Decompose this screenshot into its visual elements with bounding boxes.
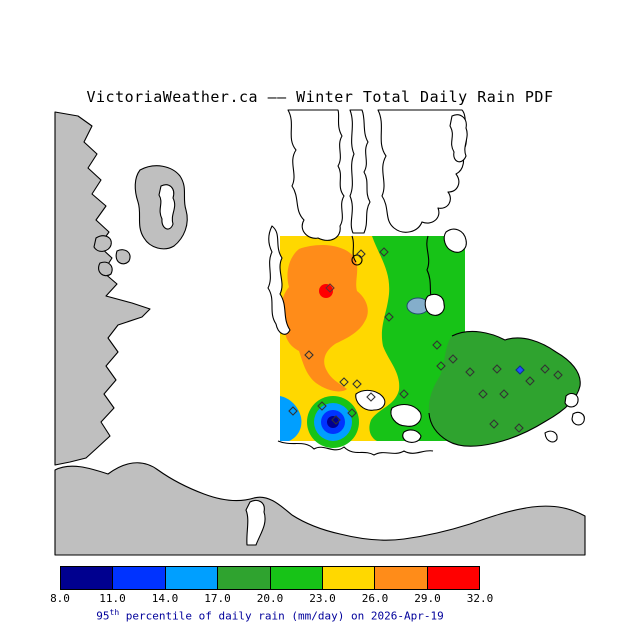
east-island-1 bbox=[564, 392, 579, 408]
station-marker bbox=[331, 415, 341, 425]
station-marker bbox=[436, 361, 446, 371]
colorbar-tick: 14.0 bbox=[151, 592, 179, 605]
station-marker bbox=[399, 389, 409, 399]
station-marker bbox=[384, 312, 394, 322]
gray-island-1 bbox=[93, 235, 112, 252]
colorbar-segment bbox=[113, 567, 166, 589]
caption-value: 95 bbox=[96, 609, 110, 623]
east-island-2 bbox=[571, 411, 585, 426]
colorbar-segment bbox=[165, 567, 219, 589]
south-shore-coastline bbox=[277, 440, 434, 456]
inlet-coast-line-1 bbox=[351, 235, 357, 263]
station-marker bbox=[366, 392, 376, 402]
plot-title: VictoriaWeather.ca —— Winter Total Daily… bbox=[86, 88, 554, 106]
harbour-inlet-2 bbox=[390, 403, 422, 427]
west-lobes-landform bbox=[287, 109, 345, 241]
colorbar-tick-labels: 8.0 11.0 14.0 17.0 20.0 23.0 26.0 29.0 32.0 bbox=[50, 592, 493, 606]
contour-field bbox=[280, 235, 581, 448]
station-marker bbox=[304, 350, 314, 360]
lake-white bbox=[424, 293, 445, 316]
colorbar-tick: 20.0 bbox=[256, 592, 284, 605]
colorbar-tick: 29.0 bbox=[414, 592, 441, 605]
gray-landmasses bbox=[54, 111, 586, 556]
gray-south-peninsula bbox=[54, 462, 586, 556]
south-shore-whiteband bbox=[278, 441, 433, 482]
station-marker bbox=[288, 406, 298, 416]
station-marker bbox=[465, 367, 475, 377]
colorbar-segment bbox=[322, 567, 376, 589]
station-marker bbox=[317, 401, 327, 411]
domain-corner-lobe bbox=[443, 228, 467, 253]
gray-island-2 bbox=[115, 249, 131, 265]
colorbar-segment bbox=[427, 567, 479, 589]
station-marker bbox=[356, 249, 366, 259]
station-marker bbox=[553, 370, 563, 380]
east-island-3 bbox=[544, 430, 558, 443]
contour-lightblue-corner-14-17 bbox=[280, 396, 302, 441]
colorbar-tick: 11.0 bbox=[99, 592, 126, 605]
gray-island-3 bbox=[98, 261, 113, 277]
white-lake-in-gray bbox=[158, 184, 176, 230]
white-notch-in-gray bbox=[245, 499, 266, 546]
inlet-sliver-landform bbox=[267, 225, 291, 335]
colorbar bbox=[60, 566, 480, 590]
station-marker bbox=[525, 376, 535, 386]
colorbar-segment bbox=[218, 567, 271, 589]
harbour-inlet-3 bbox=[402, 429, 422, 443]
colorbar-tick: 23.0 bbox=[309, 592, 336, 605]
station-marker bbox=[489, 419, 499, 429]
station-marker bbox=[379, 247, 389, 257]
station-marker bbox=[499, 389, 509, 399]
station-marker bbox=[325, 283, 335, 293]
saanich-strip-landform bbox=[349, 109, 371, 234]
station-markers bbox=[288, 247, 563, 433]
colorbar-tick: 32.0 bbox=[466, 592, 494, 605]
colorbar-segment bbox=[270, 567, 323, 589]
bullseye-navy-core bbox=[327, 416, 339, 428]
station-marker bbox=[540, 364, 550, 374]
contour-darkgreen-east-17-20 bbox=[428, 331, 581, 447]
station-marker bbox=[432, 340, 442, 350]
colorbar-segment bbox=[61, 567, 114, 589]
gray-left-coast bbox=[54, 111, 151, 466]
colorbar-tick: 8.0 bbox=[50, 592, 70, 605]
coastline-landforms bbox=[267, 109, 585, 482]
contour-red-29-32 bbox=[319, 284, 333, 298]
colorbar-caption: 95th percentile of daily rain (mm/day) o… bbox=[60, 608, 480, 623]
caption-text: percentile of daily rain (mm/day) on 202… bbox=[119, 609, 444, 623]
northeast-island bbox=[449, 114, 468, 163]
colorbar-segment bbox=[375, 567, 428, 589]
contour-orange-26-29 bbox=[281, 245, 368, 392]
colorbar-tick: 17.0 bbox=[204, 592, 231, 605]
station-marker bbox=[514, 423, 524, 433]
station-marker bbox=[448, 354, 458, 364]
caption-sup: th bbox=[109, 608, 120, 617]
colorbar-tick: 26.0 bbox=[361, 592, 389, 605]
station-marker bbox=[478, 389, 488, 399]
station-marker bbox=[492, 364, 502, 374]
station-marker bbox=[515, 365, 525, 375]
station-marker bbox=[339, 377, 349, 387]
station-marker bbox=[347, 408, 357, 418]
small-ring-station bbox=[351, 254, 363, 266]
station-marker bbox=[352, 379, 362, 389]
